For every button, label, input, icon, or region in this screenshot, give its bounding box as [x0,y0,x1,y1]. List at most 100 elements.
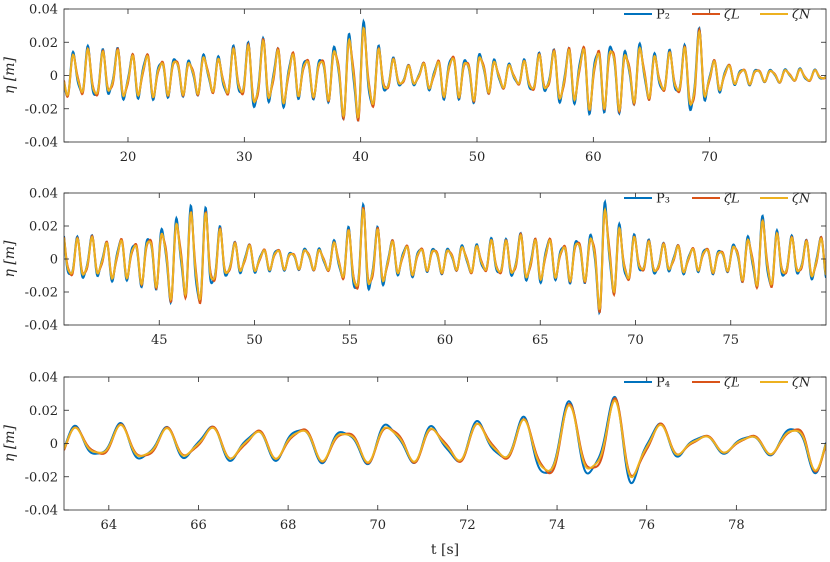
y-tick: 0 [50,437,826,452]
x-tick-label: 75 [722,333,739,348]
x-tick: 78 [728,377,745,533]
x-tick: 50 [469,9,486,165]
y-tick: 0.02 [29,404,826,419]
y-tick-label: -0.04 [25,504,58,519]
x-tick-label: 45 [151,333,168,348]
x-tick: 60 [585,9,602,165]
series-line-3 [64,206,826,311]
x-tick: 60 [437,193,454,348]
y-tick: 0 [50,69,826,84]
x-tick-label: 60 [437,333,454,348]
legend: P₂ ζL ζN [624,8,811,23]
legend-label: ζL [724,192,740,207]
y-tick-label: -0.04 [25,136,58,151]
legend-label: ζN [792,192,811,207]
legend-label: P₄ [656,376,670,391]
y-tick: 0 [50,253,826,268]
x-tick: 30 [236,9,253,165]
x-tick: 72 [459,377,476,533]
x-tick-label: 20 [120,150,137,165]
x-tick: 68 [280,377,297,533]
y-tick-label: 0.02 [29,404,58,419]
legend-label: ζN [792,8,811,23]
x-tick: 75 [722,193,739,348]
series-line-3 [64,399,826,479]
x-tick-label: 72 [459,518,476,533]
x-tick: 40 [352,9,369,165]
legend-entry-2: ζL [692,376,740,391]
y-tick: -0.02 [25,102,826,117]
legend-label: ζN [792,376,811,391]
y-tick: 0.02 [29,36,826,51]
legend-entry-3: ζN [760,376,811,391]
series-group [64,199,826,316]
y-axis-label: η [m] [2,240,18,278]
x-tick: 64 [101,377,118,533]
x-tick-label: 74 [549,518,566,533]
y-tick-label: -0.04 [25,319,58,334]
series-line-2 [64,26,826,122]
y-axis-label: η [m] [2,424,18,462]
x-tick-label: 70 [627,333,644,348]
series-group [64,395,826,485]
x-tick: 20 [120,9,137,165]
legend-label: P₃ [656,192,670,207]
y-tick-label: -0.02 [25,470,58,485]
x-tick: 66 [190,377,207,533]
y-tick-label: 0.04 [29,371,58,386]
y-tick-label: 0.04 [29,3,58,18]
x-tick: 70 [369,377,386,533]
legend-entry-3: ζN [760,8,811,23]
legend-entry-2: ζL [692,192,740,207]
y-tick: -0.02 [25,286,826,301]
y-tick: -0.04 [25,319,826,334]
x-tick-label: 40 [352,150,369,165]
x-tick: 50 [246,193,263,348]
legend-entry-1: P₂ [624,8,670,23]
y-tick-label: 0 [50,437,58,452]
legend: P₄ ζL ζN [624,376,811,391]
panel-2: 45 50 55 60 65 70 75 -0.04 -0.02 0 0.02 0.04 η [m] P₃… [2,187,827,348]
y-tick-label: 0 [50,253,58,268]
y-tick-label: -0.02 [25,286,58,301]
x-tick: 55 [341,193,358,348]
y-tick: 0.04 [29,371,826,386]
y-tick: -0.04 [25,136,826,151]
x-tick-label: 60 [585,150,602,165]
legend-label: ζL [724,376,740,391]
legend-entry-1: P₃ [624,192,670,207]
y-tick-label: 0 [50,69,58,84]
y-tick: -0.04 [25,504,826,519]
y-tick-label: 0.04 [29,187,58,202]
y-tick: 0.04 [29,187,826,202]
x-tick-label: 68 [280,518,297,533]
x-tick-label: 65 [532,333,549,348]
x-axis-label: t [s] [431,542,459,558]
x-tick-label: 70 [369,518,386,533]
x-tick-label: 50 [469,150,486,165]
x-tick-label: 70 [701,150,718,165]
legend-label: P₂ [656,8,670,23]
x-tick-label: 66 [190,518,207,533]
series-group [64,18,826,122]
x-tick-label: 76 [638,518,655,533]
y-tick-label: -0.02 [25,102,58,117]
series-line-3 [64,26,826,119]
x-tick-label: 50 [246,333,263,348]
x-tick: 65 [532,193,549,348]
y-axis-label: η [m] [2,56,18,94]
panel-1: 20 30 40 50 60 70 -0.04 -0.02 0 0.02 0.04 η [m] P₂ ζL… [2,3,827,165]
series-line-2 [64,397,826,478]
y-tick-label: 0.02 [29,36,58,51]
y-tick: 0.02 [29,220,826,235]
x-tick: 45 [151,193,168,348]
x-tick-label: 55 [341,333,358,348]
x-tick-label: 64 [101,518,118,533]
legend-entry-3: ζN [760,192,811,207]
panel-3: 64 66 68 70 72 74 76 78 -0.04 -0.02 0 0.02 0.04 η [m]… [2,371,827,558]
y-tick: 0.04 [29,3,826,18]
x-tick-label: 78 [728,518,745,533]
y-tick: -0.02 [25,470,826,485]
x-tick: 74 [549,377,566,533]
